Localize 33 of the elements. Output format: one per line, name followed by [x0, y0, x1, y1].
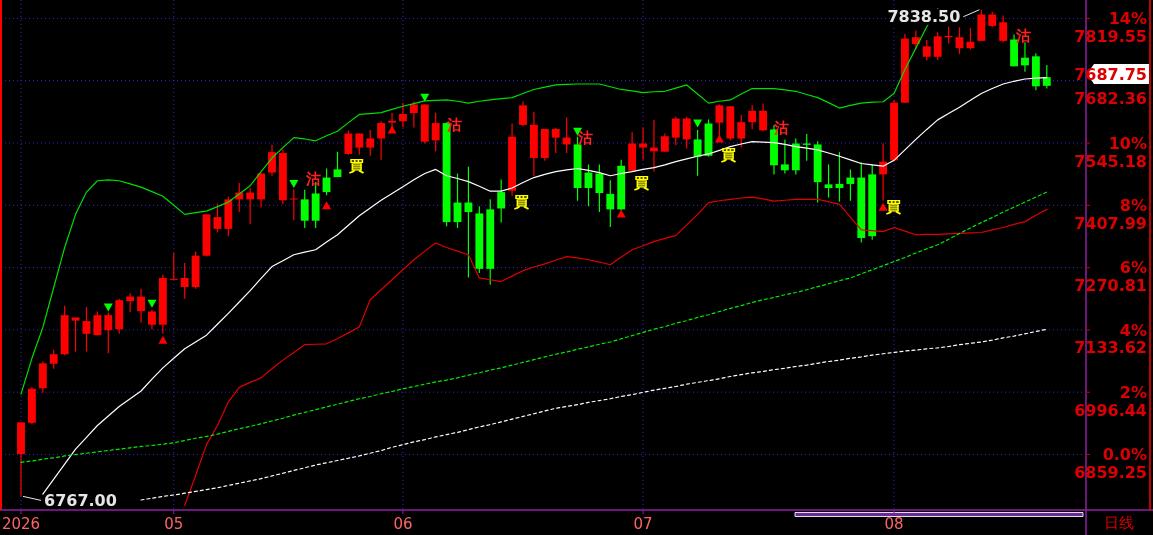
y-tick-label: 7133.62: [1074, 338, 1147, 358]
annotation: 買: [347, 157, 364, 176]
annotation: 6767.00: [44, 490, 117, 510]
x-tick-label: 05: [164, 515, 184, 533]
y-tick-label: 6859.25: [1074, 463, 1147, 483]
y-tick-label: 7545.18: [1074, 151, 1147, 171]
annotation: 沽: [1014, 26, 1031, 45]
y2-tick-label: 2%: [1119, 382, 1147, 402]
annotation: 買: [512, 192, 529, 211]
y2-tick-label: 4%: [1119, 320, 1147, 340]
annotation: 沽: [577, 128, 594, 147]
y-tick-label: 6996.44: [1074, 400, 1147, 420]
x-tick-label: 08: [884, 515, 904, 533]
y2-tick-label: 8%: [1119, 195, 1147, 215]
y2-tick-label: 0.0%: [1102, 445, 1147, 465]
x-tick-label: 2026: [1, 515, 41, 533]
text: 日线: [1104, 514, 1134, 532]
y-tick-label: 7819.55: [1074, 26, 1147, 46]
y-tick-label: 7682.36: [1074, 89, 1147, 109]
annotation: 沽: [773, 118, 790, 137]
annotation: 買: [632, 173, 649, 192]
annotation: 買: [884, 197, 901, 216]
annotation: 買: [719, 145, 736, 164]
annotation: 沽: [305, 170, 322, 189]
y-tick-label: 7270.81: [1074, 276, 1147, 296]
y2-tick-label: 10%: [1108, 133, 1147, 153]
y-tick-label: 7407.99: [1074, 213, 1147, 233]
annotation: 7838.50: [887, 7, 961, 27]
x-tick-label: 06: [393, 515, 413, 533]
y2-tick-label: 14%: [1108, 8, 1147, 28]
annotation: 沽: [446, 116, 463, 135]
x-tick-label: 07: [633, 515, 653, 533]
y2-tick-label: 6%: [1119, 258, 1147, 278]
